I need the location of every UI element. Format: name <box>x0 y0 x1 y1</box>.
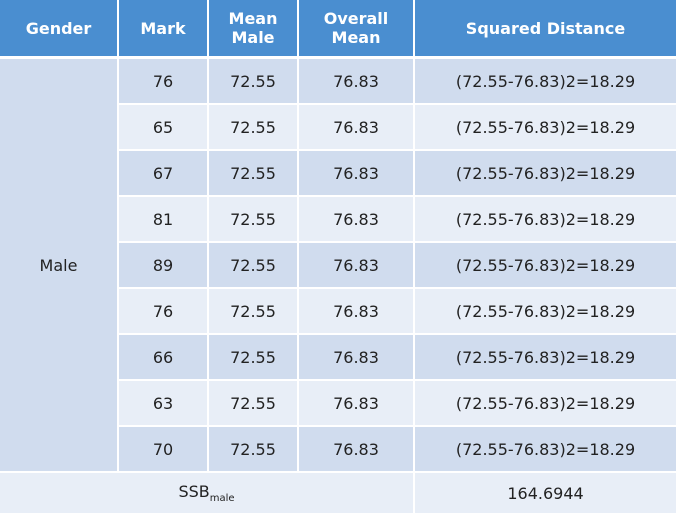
ssb-label-main: SSB <box>178 481 210 501</box>
mean-male-cell: 72.55 <box>208 334 299 381</box>
mark-cell: 89 <box>118 242 209 289</box>
header-mean-male-line1: Mean <box>228 9 278 28</box>
header-mean-male-line2: Male <box>231 28 275 47</box>
table-row: 67 72.55 76.83 (72.55-76.83)2=18.29 <box>0 150 676 197</box>
mean-male-cell: 72.55 <box>208 196 299 243</box>
mean-male-cell: 72.55 <box>208 150 299 197</box>
table-row: 63 72.55 76.83 (72.55-76.83)2=18.29 <box>0 380 676 427</box>
header-squared-distance: Squared Distance <box>414 0 676 59</box>
overall-mean-cell: 76.83 <box>298 104 415 151</box>
mean-male-cell: 72.55 <box>208 426 299 473</box>
mean-male-cell: 72.55 <box>208 288 299 335</box>
header-mark: Mark <box>118 0 209 59</box>
mean-male-cell: 72.55 <box>208 57 299 105</box>
mean-male-cell: 72.55 <box>208 104 299 151</box>
squared-distance-cell: (72.55-76.83)2=18.29 <box>414 150 676 197</box>
squared-distance-cell: (72.55-76.83)2=18.29 <box>414 334 676 381</box>
mean-male-cell: 72.55 <box>208 380 299 427</box>
overall-mean-cell: 76.83 <box>298 380 415 427</box>
mark-cell: 76 <box>118 57 209 105</box>
squared-distance-cell: (72.55-76.83)2=18.29 <box>414 57 676 105</box>
overall-mean-cell: 76.83 <box>298 150 415 197</box>
squared-distance-cell: (72.55-76.83)2=18.29 <box>414 242 676 289</box>
squared-distance-cell: (72.55-76.83)2=18.29 <box>414 380 676 427</box>
mark-cell: 81 <box>118 196 209 243</box>
header-gender: Gender <box>0 0 119 59</box>
mark-cell: 70 <box>118 426 209 473</box>
total-row: SSBmale 164.6944 <box>0 472 676 515</box>
header-overall-mean: Overall Mean <box>298 0 415 59</box>
table-row: 76 72.55 76.83 (72.55-76.83)2=18.29 <box>0 288 676 335</box>
overall-mean-cell: 76.83 <box>298 426 415 473</box>
table-row: 89 72.55 76.83 (72.55-76.83)2=18.29 <box>0 242 676 289</box>
table-row: 65 72.55 76.83 (72.55-76.83)2=18.29 <box>0 104 676 151</box>
ssb-label-sub: male <box>209 493 235 505</box>
table-row: 70 72.55 76.83 (72.55-76.83)2=18.29 <box>0 426 676 473</box>
ssb-label-cell: SSBmale <box>0 472 415 515</box>
squared-distance-cell: (72.55-76.83)2=18.29 <box>414 426 676 473</box>
overall-mean-cell: 76.83 <box>298 242 415 289</box>
header-row: Gender Mark Mean Male Overall Mean Squared… <box>0 0 676 59</box>
overall-mean-cell: 76.83 <box>298 288 415 335</box>
gender-cell: Male <box>0 57 119 473</box>
mark-cell: 66 <box>118 334 209 381</box>
mark-cell: 63 <box>118 380 209 427</box>
overall-mean-cell: 76.83 <box>298 196 415 243</box>
header-mean-male: Mean Male <box>208 0 299 59</box>
table-row: Male 76 72.55 76.83 (72.55-76.83)2=18.29 <box>0 57 676 473</box>
overall-mean-cell: 76.83 <box>298 57 415 105</box>
table-row: 81 72.55 76.83 (72.55-76.83)2=18.29 <box>0 196 676 243</box>
squared-distance-cell: (72.55-76.83)2=18.29 <box>414 288 676 335</box>
mean-male-cell: 72.55 <box>208 242 299 289</box>
mark-cell: 65 <box>118 104 209 151</box>
header-overall-line2: Mean <box>331 28 381 47</box>
ssb-value-cell: 164.6944 <box>414 472 676 515</box>
overall-mean-cell: 76.83 <box>298 334 415 381</box>
mark-cell: 67 <box>118 150 209 197</box>
header-overall-line1: Overall <box>323 9 389 28</box>
table-row: 66 72.55 76.83 (72.55-76.83)2=18.29 <box>0 334 676 381</box>
squared-distance-cell: (72.55-76.83)2=18.29 <box>414 196 676 243</box>
squared-distance-cell: (72.55-76.83)2=18.29 <box>414 104 676 151</box>
mark-cell: 76 <box>118 288 209 335</box>
